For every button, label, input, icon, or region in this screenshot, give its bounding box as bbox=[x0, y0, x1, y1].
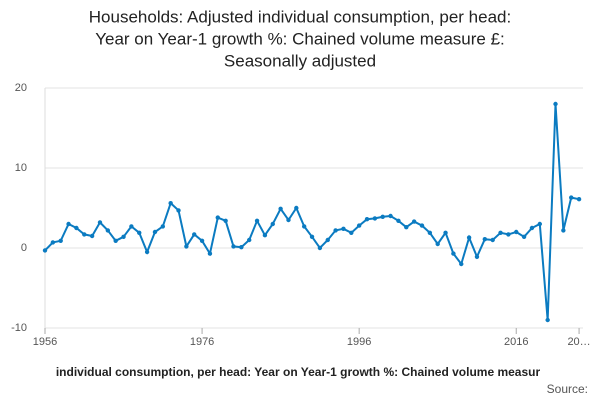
x-tick-label: 1996 bbox=[347, 336, 371, 348]
y-tick-label: -10 bbox=[11, 322, 27, 334]
x-tick-label: 20… bbox=[567, 336, 590, 348]
point bbox=[121, 234, 126, 239]
point bbox=[537, 221, 543, 227]
point bbox=[247, 237, 252, 243]
point bbox=[474, 254, 480, 259]
chart-title: Seasonally adjusted bbox=[224, 51, 376, 70]
point bbox=[270, 221, 275, 227]
point bbox=[199, 238, 205, 243]
point bbox=[561, 228, 566, 233]
point bbox=[521, 234, 527, 239]
point bbox=[50, 240, 56, 245]
point bbox=[42, 248, 48, 253]
point bbox=[215, 215, 220, 220]
point bbox=[278, 206, 283, 211]
point bbox=[372, 216, 378, 221]
point bbox=[529, 225, 535, 231]
y-tick-label: 0 bbox=[21, 242, 27, 254]
point bbox=[129, 224, 134, 229]
point bbox=[168, 201, 173, 206]
point bbox=[419, 223, 425, 228]
point bbox=[239, 245, 244, 250]
point bbox=[66, 221, 71, 227]
point bbox=[482, 237, 488, 242]
point bbox=[325, 237, 330, 243]
point bbox=[262, 233, 268, 238]
x-tick-label: 1956 bbox=[33, 336, 57, 348]
point bbox=[105, 228, 111, 233]
chart-title: Households: Adjusted individual consumpt… bbox=[89, 7, 511, 26]
point bbox=[231, 244, 236, 249]
point bbox=[286, 217, 291, 223]
point bbox=[341, 226, 346, 231]
y-tick-label: 10 bbox=[15, 162, 27, 174]
point bbox=[427, 230, 433, 235]
point bbox=[152, 229, 158, 235]
point bbox=[388, 213, 393, 219]
point bbox=[82, 232, 87, 237]
point bbox=[333, 228, 338, 233]
point bbox=[254, 218, 260, 223]
point bbox=[176, 208, 181, 213]
point bbox=[58, 238, 63, 243]
point bbox=[144, 249, 150, 255]
chart-title: Year on Year-1 growth %: Chained volume … bbox=[95, 29, 505, 48]
point bbox=[443, 230, 448, 235]
point bbox=[317, 245, 323, 251]
point bbox=[553, 101, 558, 107]
point bbox=[569, 195, 574, 200]
point bbox=[294, 205, 299, 211]
point bbox=[356, 223, 362, 228]
point bbox=[506, 232, 511, 237]
point bbox=[301, 224, 307, 229]
point bbox=[576, 197, 582, 202]
point bbox=[89, 233, 95, 239]
point bbox=[349, 230, 354, 235]
point bbox=[192, 232, 197, 237]
x-tick-label: 1976 bbox=[190, 336, 214, 348]
point bbox=[459, 261, 464, 267]
point bbox=[364, 217, 370, 222]
point bbox=[514, 229, 519, 235]
point bbox=[380, 214, 385, 219]
y-tick-label: 20 bbox=[15, 82, 27, 94]
point bbox=[113, 238, 118, 243]
point bbox=[435, 241, 440, 247]
point bbox=[466, 235, 472, 240]
point bbox=[396, 218, 401, 223]
point bbox=[207, 251, 213, 256]
point bbox=[451, 251, 456, 256]
x-tick-label: 2016 bbox=[504, 336, 528, 348]
point bbox=[490, 237, 495, 243]
point bbox=[223, 218, 228, 223]
point bbox=[184, 244, 189, 249]
point bbox=[97, 220, 103, 225]
point bbox=[160, 224, 166, 229]
point bbox=[309, 234, 315, 239]
point bbox=[498, 230, 503, 235]
point bbox=[411, 219, 417, 224]
point bbox=[404, 225, 409, 230]
point bbox=[545, 317, 550, 323]
point bbox=[137, 230, 142, 235]
point bbox=[74, 225, 79, 231]
source: Source: bbox=[547, 382, 588, 396]
x-axis-label: individual consumption, per head: Year o… bbox=[56, 365, 541, 379]
line bbox=[44, 103, 580, 321]
